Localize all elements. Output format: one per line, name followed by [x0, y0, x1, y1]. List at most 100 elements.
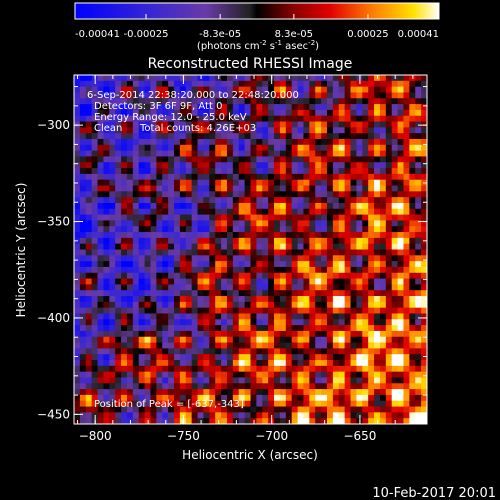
- heatmap-cell: [409, 272, 416, 280]
- heatmap-cell: [291, 406, 299, 413]
- heatmap-cell: [162, 191, 169, 198]
- heatmap-cell: [150, 313, 157, 320]
- heatmap-cell: [232, 383, 240, 390]
- heatmap-cell: [409, 138, 416, 146]
- heatmap-cell: [291, 377, 299, 384]
- heatmap-cell: [256, 197, 263, 204]
- heatmap-cell: [91, 296, 99, 303]
- heatmap-cell: [250, 243, 257, 251]
- heatmap-cell: [126, 162, 134, 169]
- heatmap-cell: [244, 133, 252, 140]
- heatmap-cell: [374, 202, 381, 210]
- heatmap-cell: [285, 394, 293, 402]
- heatmap-cell: [385, 377, 393, 384]
- heatmap-cell: [250, 342, 257, 349]
- heatmap-cell: [138, 179, 146, 187]
- heatmap-cell: [274, 173, 281, 181]
- heatmap-cell: [97, 232, 105, 239]
- heatmap-cell: [309, 109, 316, 117]
- heatmap-cell: [262, 284, 269, 291]
- heatmap-cell: [203, 284, 210, 291]
- heatmap-cell: [91, 173, 99, 181]
- heatmap-cell: [79, 121, 87, 128]
- heatmap-cell: [179, 365, 187, 373]
- heatmap-cell: [303, 412, 310, 419]
- heatmap-cell: [332, 226, 340, 233]
- heatmap-cell: [162, 371, 169, 379]
- heatmap-cell: [397, 394, 405, 402]
- heatmap-cell: [244, 127, 252, 134]
- heatmap-cell: [409, 249, 416, 256]
- heatmap-cell: [156, 75, 163, 82]
- heatmap-cell: [126, 127, 134, 134]
- heatmap-cell: [391, 214, 399, 222]
- heatmap-cell: [162, 406, 169, 413]
- heatmap-cell: [191, 406, 199, 413]
- heatmap-cell: [132, 168, 140, 175]
- heatmap-cell: [338, 290, 346, 297]
- heatmap-cell: [126, 208, 134, 216]
- heatmap-cell: [179, 342, 187, 349]
- heatmap-cell: [321, 168, 328, 175]
- heatmap-cell: [409, 173, 416, 181]
- heatmap-cell: [103, 418, 110, 424]
- heatmap-cell: [297, 319, 305, 326]
- heatmap-cell: [226, 214, 234, 222]
- heatmap-cell: [91, 394, 99, 402]
- heatmap-cell: [103, 185, 110, 192]
- heatmap-cell: [156, 226, 163, 233]
- heatmap-cell: [232, 266, 240, 274]
- heatmap-cell: [374, 278, 381, 285]
- heatmap-cell: [85, 127, 93, 134]
- heatmap-cell: [385, 133, 393, 140]
- heatmap-cell: [368, 197, 375, 204]
- heatmap-cell: [115, 360, 122, 367]
- heatmap-cell: [121, 243, 128, 251]
- heatmap-cell: [291, 191, 299, 198]
- peak-position-text: Position of Peak = [-637,-343]: [94, 399, 244, 410]
- heatmap-cell: [309, 296, 316, 303]
- heatmap-cell: [209, 214, 216, 222]
- heatmap-cell: [338, 214, 346, 222]
- heatmap-cell: [285, 179, 293, 187]
- heatmap-cell: [126, 296, 134, 303]
- heatmap-cell: [150, 202, 157, 210]
- heatmap-cell: [274, 325, 281, 332]
- heatmap-cell: [409, 232, 416, 239]
- heatmap-cell: [321, 394, 328, 402]
- heatmap-cell: [115, 173, 122, 181]
- heatmap-cell: [397, 127, 405, 134]
- heatmap-cell: [350, 226, 357, 233]
- heatmap-cell: [85, 342, 93, 349]
- heatmap-cell: [409, 237, 416, 245]
- heatmap-cell: [409, 400, 416, 408]
- plot-frame: [73, 74, 428, 425]
- heatmap-cell: [338, 179, 346, 187]
- heatmap-cell: [326, 272, 334, 280]
- heatmap-cell: [179, 162, 187, 169]
- heatmap-cell: [338, 237, 346, 245]
- heatmap-cell: [309, 173, 316, 181]
- heatmap-cell: [226, 162, 234, 169]
- heatmap-cell: [356, 156, 363, 163]
- heatmap-cell: [132, 121, 140, 128]
- heatmap-cell: [226, 121, 234, 128]
- heatmap-cell: [144, 202, 152, 210]
- heatmap-cell: [256, 92, 263, 99]
- heatmap-cell: [397, 325, 405, 332]
- heatmap-cell: [403, 272, 410, 280]
- heatmap-cell: [244, 168, 252, 175]
- heatmap-cell: [150, 325, 157, 332]
- heatmap-cell: [215, 371, 222, 379]
- heatmap-cell: [291, 115, 299, 123]
- heatmap-cell: [150, 412, 157, 419]
- heatmap-cell: [350, 237, 357, 245]
- heatmap-cell: [109, 284, 116, 291]
- heatmap-cell: [144, 138, 152, 146]
- heatmap-cell: [415, 98, 422, 105]
- heatmap-cell: [391, 98, 399, 105]
- heatmap-cell: [256, 348, 263, 355]
- heatmap-cell: [226, 226, 234, 233]
- heatmap-cell: [197, 249, 205, 256]
- heatmap-cell: [150, 290, 157, 297]
